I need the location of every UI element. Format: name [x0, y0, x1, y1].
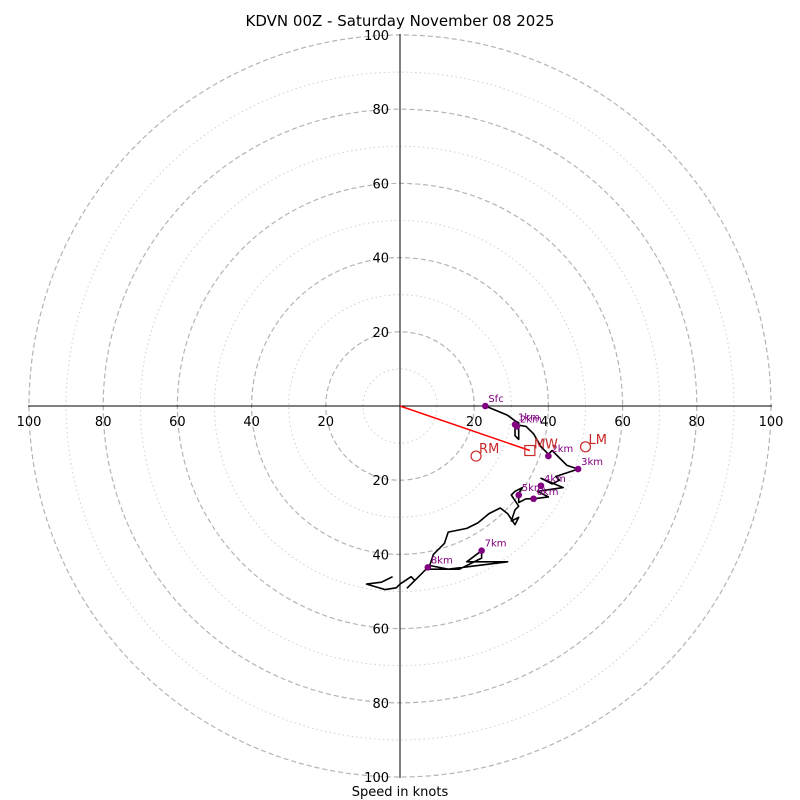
height-marker-5km: [515, 491, 523, 499]
hodograph-line: [365, 405, 579, 591]
chart-title: KDVN 00Z - Saturday November 08 2025: [246, 12, 555, 30]
height-marker-4km: [537, 482, 545, 490]
x-tick-label: 40: [243, 415, 260, 430]
y-tick-label: 40: [372, 252, 389, 267]
height-label-Sfc: Sfc: [488, 394, 503, 405]
height-label-4km: 4km: [544, 474, 566, 485]
height-marker-2km: [513, 423, 521, 430]
x-tick-label: 20: [466, 415, 483, 430]
y-tick-label: 80: [372, 697, 389, 712]
height-label-3km: 3km: [581, 457, 603, 468]
y-tick-label: 20: [372, 474, 389, 489]
height-marker-Sfc: [482, 402, 489, 410]
y-tick-label: 20: [372, 326, 389, 341]
hodograph-trace: [365, 405, 579, 591]
height-marker-7km: [478, 547, 485, 554]
x-tick-label: 20: [318, 415, 335, 430]
x-tick-label: 100: [759, 415, 784, 430]
left-mover-label: LM: [589, 433, 607, 448]
mean-wind-marker: [524, 444, 536, 457]
x-tick-label: 80: [689, 415, 706, 430]
y-tick-label: 60: [372, 623, 389, 638]
left-mover-marker: [579, 441, 592, 453]
shear-vector: [399, 405, 531, 452]
x-tick-label: 100: [17, 415, 42, 430]
height-label-1km: 1km: [518, 413, 540, 424]
height-label-2km: 2km: [551, 444, 573, 455]
height-marker-8km: [424, 564, 432, 571]
height-label-5km: 5km: [522, 483, 544, 494]
y-tick-label: 100: [364, 29, 389, 44]
height-label-2km: 2km: [520, 414, 542, 425]
x-tick-label: 60: [169, 415, 186, 430]
x-tick-label: 40: [540, 415, 557, 430]
storm-motion-markers: MW LM RM: [470, 433, 607, 462]
y-tick-label: 80: [372, 103, 389, 118]
y-tick-label: 40: [372, 548, 389, 563]
y-tick-label: 60: [372, 177, 389, 192]
shear-vector-line: [399, 405, 531, 452]
height-label-7km: 7km: [485, 539, 507, 550]
tick-labels: 100 80 60 40 20 20 40 60 80 100 100 80 60 40 20 20 40 60 8…: [17, 29, 784, 786]
right-mover-label: RM: [479, 442, 499, 457]
right-mover-marker: [470, 450, 482, 462]
x-tick-label: 80: [95, 415, 112, 430]
height-marker-3km: [574, 465, 582, 473]
height-label-8km: 8km: [431, 555, 453, 566]
x-axis-label: Speed in knots: [352, 785, 449, 800]
height-marker-6km: [530, 495, 537, 503]
mean-wind-label: MW: [534, 438, 558, 453]
x-tick-label: 60: [614, 415, 631, 430]
height-label-6km: 6km: [537, 487, 559, 498]
height-marker-2km: [545, 452, 552, 460]
y-tick-label: 100: [364, 771, 389, 786]
